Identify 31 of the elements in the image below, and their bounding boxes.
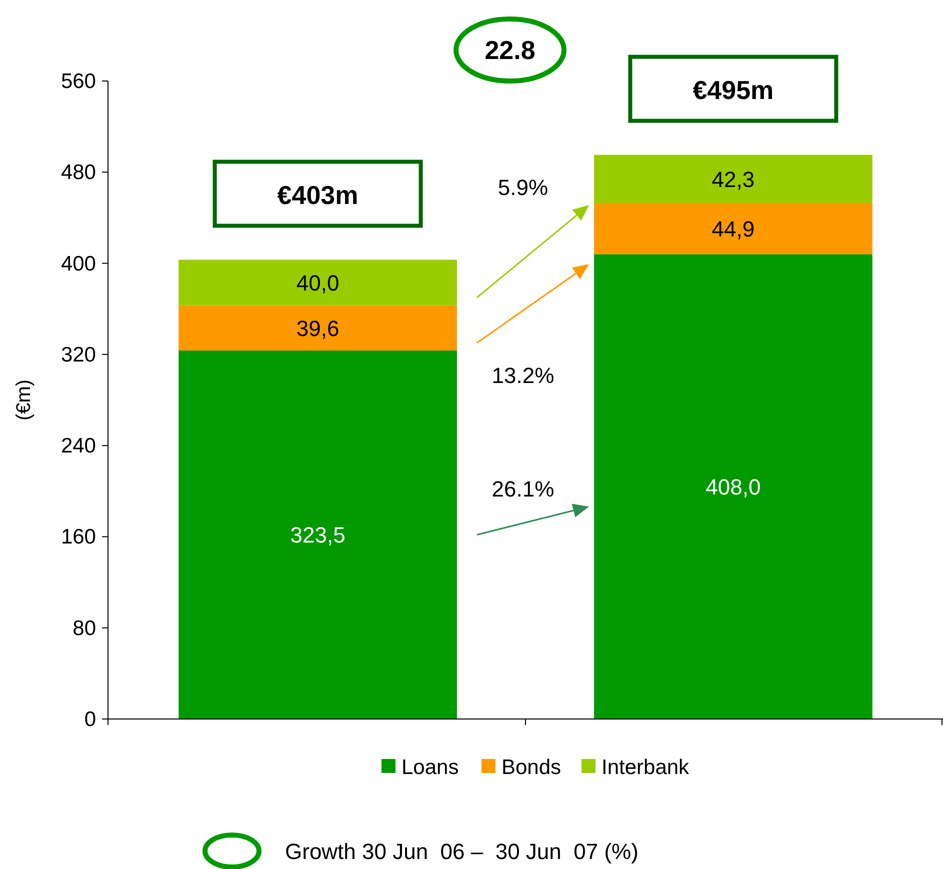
y-tick-label: 320 [60,343,96,366]
y-tick-label: 400 [60,252,96,276]
bar [594,254,872,719]
data-label: 323,5 [290,522,346,548]
y-axis-title: (€m) [13,379,35,421]
y-tick-label: 160 [60,526,96,549]
text: 22.8 [484,35,536,65]
data-label: 44,9 [712,216,755,242]
legend-label: Bonds [502,756,562,779]
y-tick-label: 560 [60,70,96,93]
y-tick-label: 0 [84,708,96,731]
data-label: 40,0 [296,270,340,296]
y-tick-label: 240 [60,434,96,458]
bar [178,305,457,350]
data-label: 39,6 [296,316,340,341]
bar [594,154,872,204]
data-label: 42,3 [712,166,755,192]
annotation: 13.2% [492,362,554,388]
y-tick-label: 80 [72,616,96,640]
annotation: 26.1% [492,476,554,502]
total-label: €495m [692,74,774,105]
data-label: 408,0 [706,474,761,500]
legend-label: Interbank [602,756,690,779]
y-tick-label: 480 [60,161,96,184]
text: Growth 30 Jun 06 – 30 Jun 07 (%) [285,839,638,864]
bar [594,203,872,254]
annotation: 5.9% [498,175,548,200]
bar [178,260,457,306]
total-label: €403m [277,180,358,210]
legend-label: Loans [402,756,459,779]
bar [178,350,457,719]
